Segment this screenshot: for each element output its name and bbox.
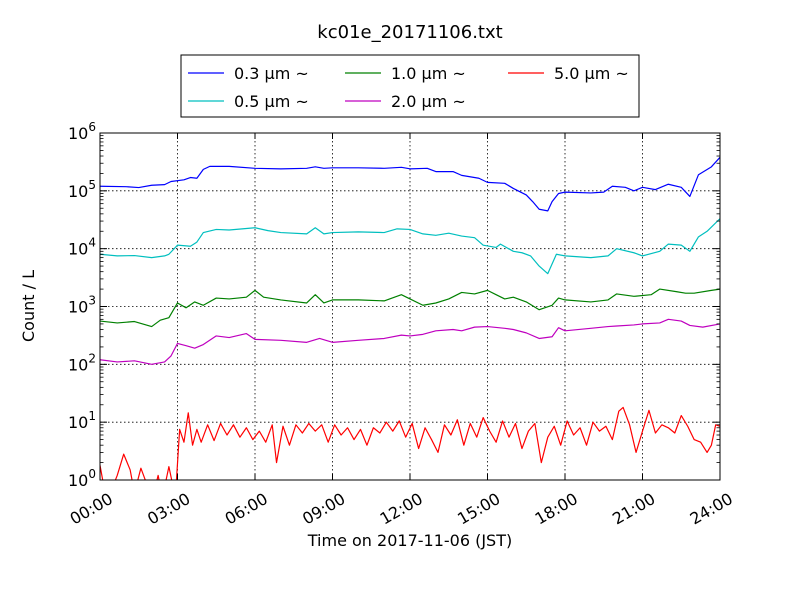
y-tick-base: 10 xyxy=(68,298,88,317)
legend-label-1: 0.3 μm ~ xyxy=(234,64,309,83)
series-line-2 xyxy=(100,218,720,275)
legend-label-2: 0.5 μm ~ xyxy=(234,92,309,111)
y-tick-base: 10 xyxy=(68,124,88,143)
y-tick-exponent: 1 xyxy=(88,409,96,423)
series-line-5 xyxy=(100,406,720,480)
y-tick-exponent: 3 xyxy=(88,294,96,308)
y-tick-base: 10 xyxy=(68,413,88,432)
y-tick-base: 10 xyxy=(68,471,88,490)
series-group xyxy=(100,156,720,480)
legend-box xyxy=(180,54,640,118)
legend-label-5: 5.0 μm ~ xyxy=(554,64,629,83)
series-line-1 xyxy=(100,156,720,212)
x-axis-label: Time on 2017-11-06 (JST) xyxy=(307,531,512,550)
y-tick-exponent: 0 xyxy=(88,467,96,481)
legend: 0.3 μm ~ 0.5 μm ~ 1.0 μm ~ 2.0 μm ~ 5.0 μm ~ xyxy=(180,54,640,118)
y-tick-base: 10 xyxy=(68,355,88,374)
y-tick-exponent: 2 xyxy=(88,351,96,365)
y-tick-exponent: 5 xyxy=(88,178,96,192)
y-tick-label: 105 xyxy=(68,178,96,201)
y-tick-label: 104 xyxy=(68,236,96,259)
y-tick-base: 10 xyxy=(68,240,88,259)
y-tick-label: 100 xyxy=(68,467,96,490)
series-line-3 xyxy=(100,288,720,328)
chart-title: kc01e_20171106.txt xyxy=(317,22,502,43)
y-tick-base: 10 xyxy=(68,182,88,201)
y-tick-exponent: 6 xyxy=(88,120,96,134)
legend-label-4: 2.0 μm ~ xyxy=(391,92,466,111)
series-line-4 xyxy=(100,318,720,365)
y-tick-label: 101 xyxy=(68,409,96,432)
y-tick-label: 102 xyxy=(68,351,96,374)
legend-label-3: 1.0 μm ~ xyxy=(391,64,466,83)
y-tick-label: 106 xyxy=(68,120,96,143)
y-tick-label: 103 xyxy=(68,294,96,317)
y-tick-exponent: 4 xyxy=(88,236,96,250)
y-axis-label: Count / L xyxy=(19,270,38,342)
